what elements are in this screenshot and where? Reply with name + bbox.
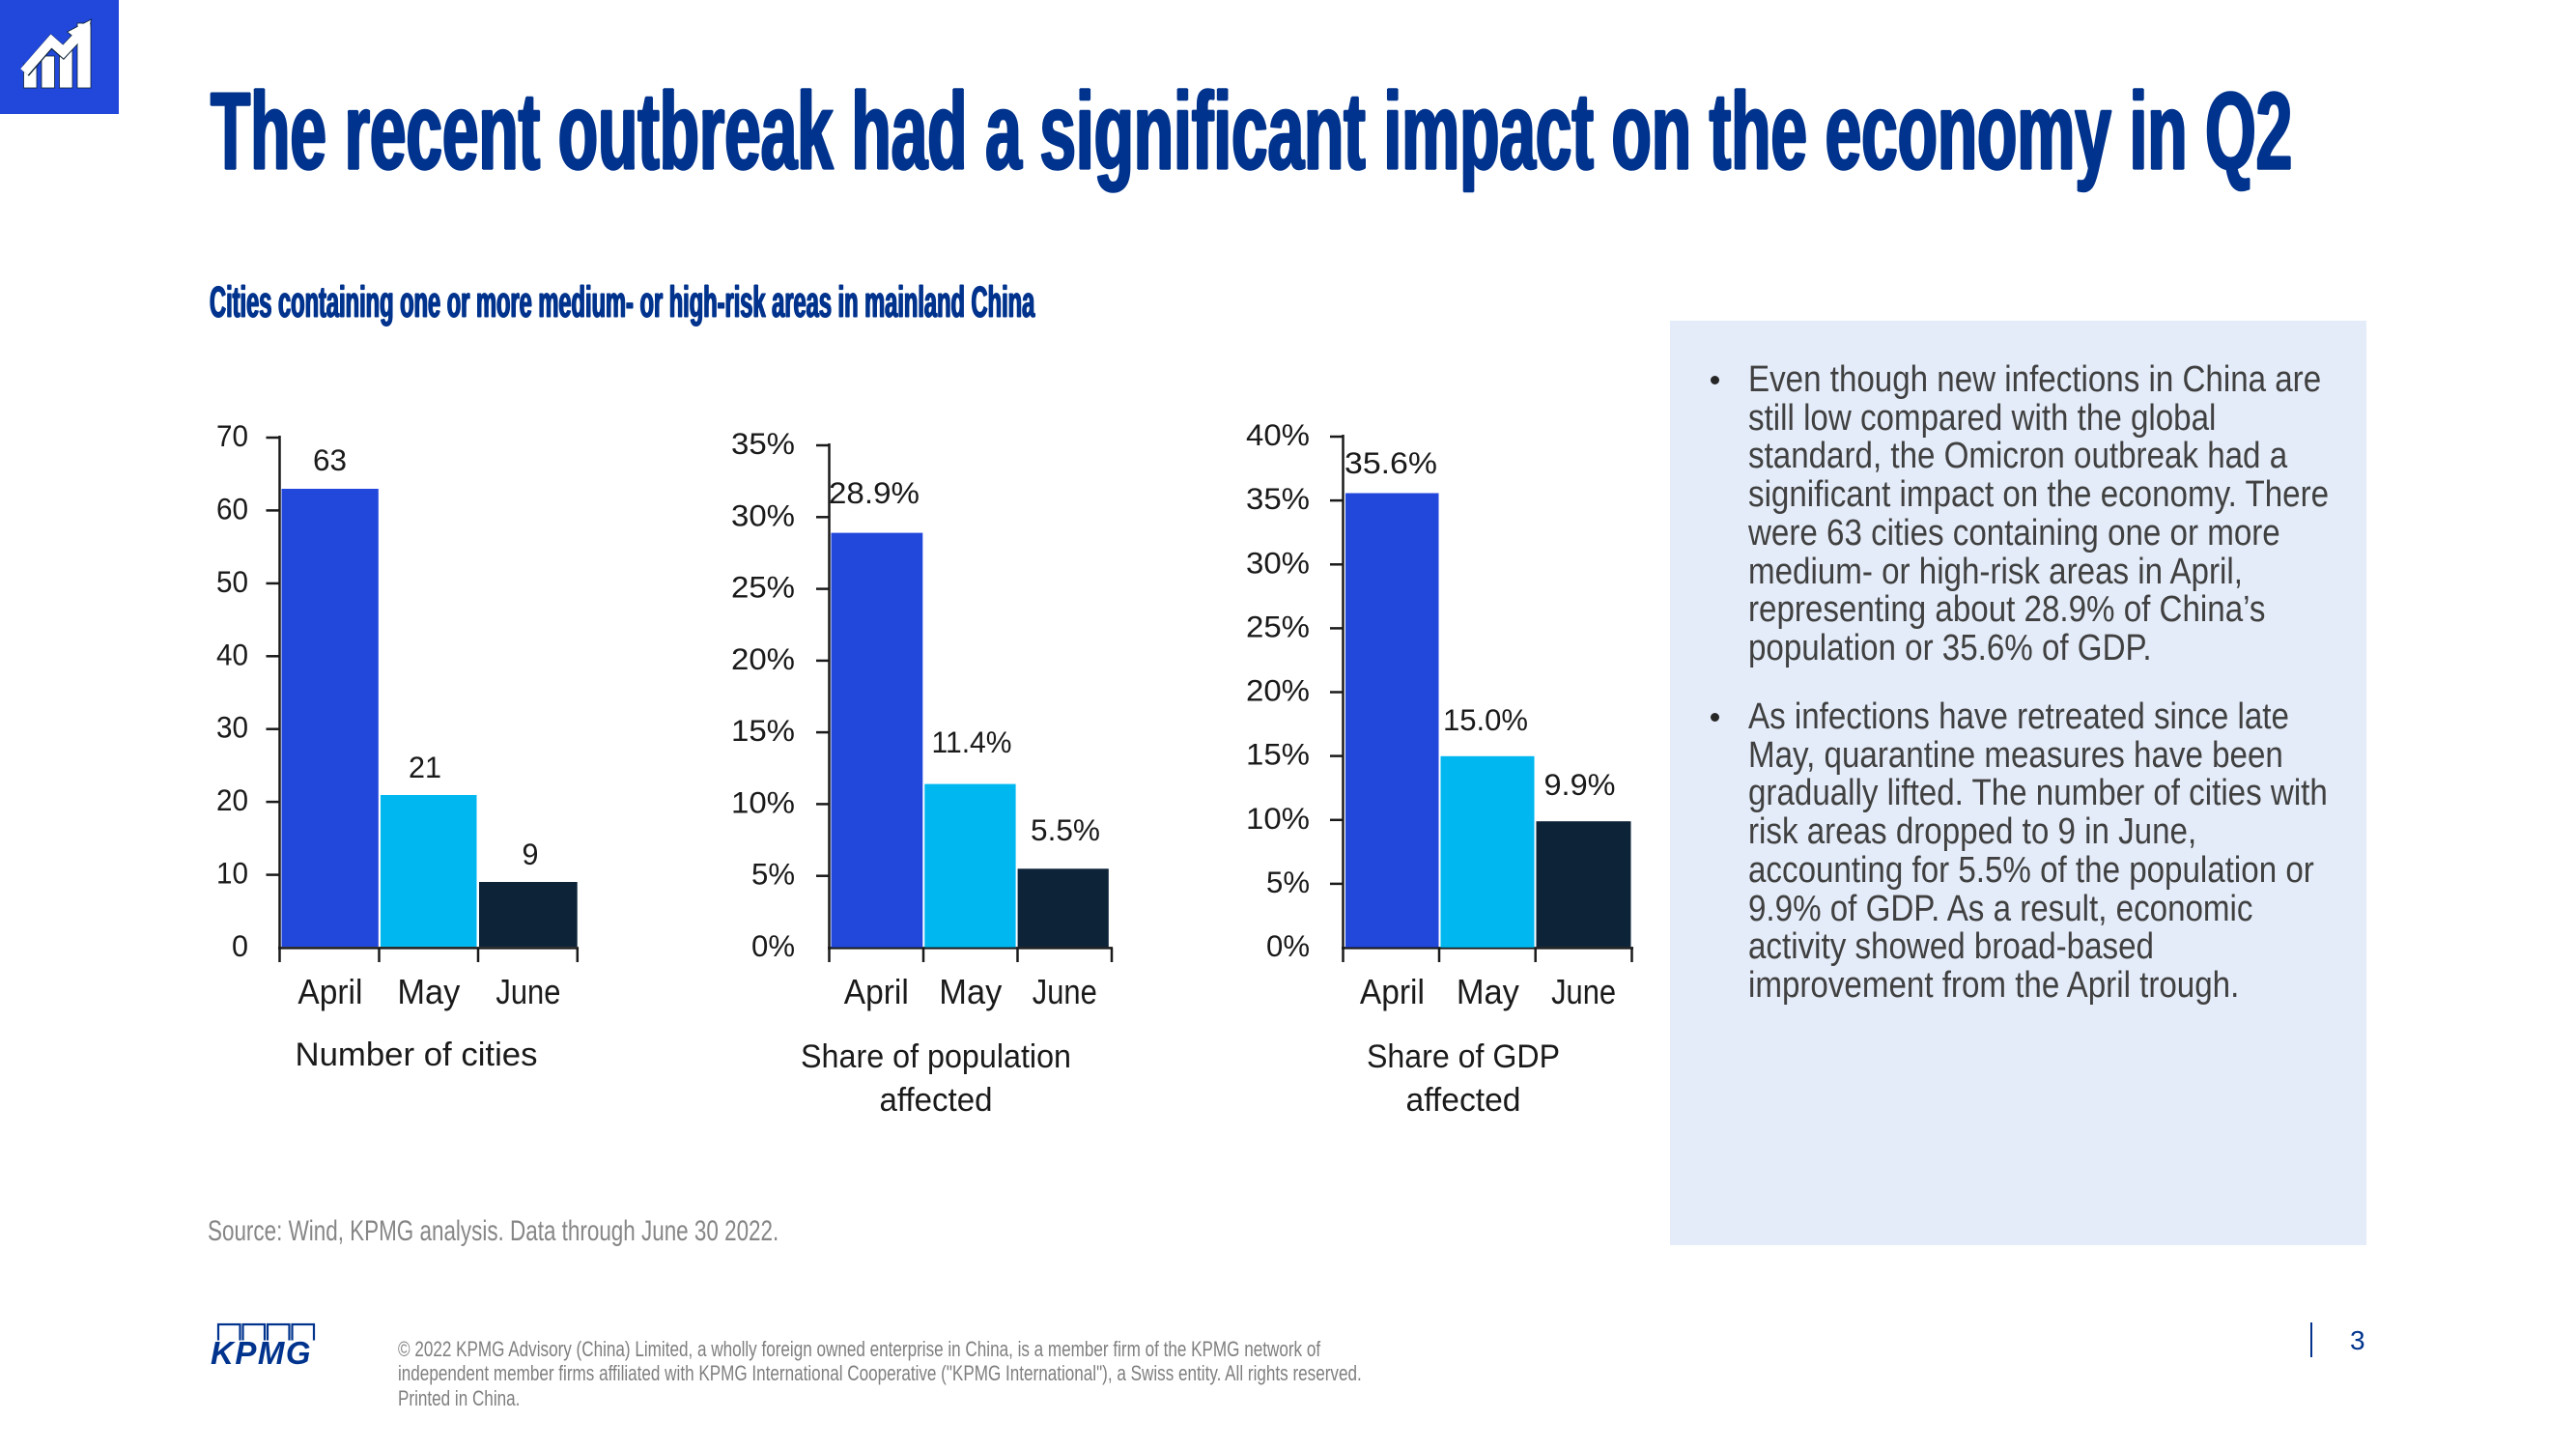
svg-text:Number of cities: Number of cities [296,1037,538,1073]
svg-text:affected: affected [1406,1082,1521,1119]
svg-text:0: 0 [232,928,248,963]
svg-text:35%: 35% [731,426,795,461]
svg-text:April: April [297,972,362,1011]
svg-text:35%: 35% [1246,481,1310,516]
svg-text:63: 63 [313,442,347,477]
svg-text:May: May [939,972,1003,1011]
svg-text:15.0%: 15.0% [1443,702,1528,737]
svg-text:5%: 5% [751,857,795,892]
svg-text:5.5%: 5.5% [1031,812,1100,847]
svg-text:9.9%: 9.9% [1544,767,1616,802]
svg-text:3: 3 [2350,1325,2365,1355]
svg-text:30%: 30% [731,497,795,532]
svg-text:0%: 0% [751,928,795,963]
svg-text:40%: 40% [1246,417,1310,452]
svg-text:40: 40 [216,637,248,671]
svg-text:20%: 20% [1246,673,1310,708]
svg-text:20: 20 [216,782,248,817]
svg-text:50: 50 [216,564,248,599]
svg-text:10%: 10% [1246,801,1310,836]
svg-text:21: 21 [409,750,441,784]
svg-text:June: June [1033,972,1097,1011]
svg-text:10: 10 [216,856,248,891]
svg-text:June: June [1551,972,1616,1011]
svg-text:10%: 10% [731,784,795,819]
svg-text:KPMG: KPMG [211,1335,312,1371]
svg-text:Share of population: Share of population [801,1038,1071,1075]
svg-text:11.4%: 11.4% [932,724,1012,759]
svg-text:9: 9 [523,837,539,871]
svg-text:May: May [397,972,461,1011]
svg-text:Share of GDP: Share of GDP [1367,1038,1560,1075]
svg-text:25%: 25% [1246,609,1310,643]
svg-text:0%: 0% [1266,928,1310,963]
svg-text:35.6%: 35.6% [1345,445,1437,480]
svg-text:April: April [844,972,909,1011]
svg-text:15%: 15% [1246,737,1310,772]
svg-text:28.9%: 28.9% [829,475,920,510]
svg-text:30%: 30% [1246,545,1310,580]
svg-text:5%: 5% [1266,865,1310,899]
svg-text:30: 30 [216,710,248,745]
svg-text:May: May [1457,972,1520,1011]
svg-text:affected: affected [880,1082,993,1119]
svg-text:25%: 25% [731,570,795,605]
svg-text:June: June [495,972,560,1011]
svg-text:April: April [1360,972,1425,1011]
svg-text:20%: 20% [731,641,795,676]
svg-text:60: 60 [216,491,248,526]
svg-text:70: 70 [216,418,248,453]
svg-text:15%: 15% [731,713,795,748]
